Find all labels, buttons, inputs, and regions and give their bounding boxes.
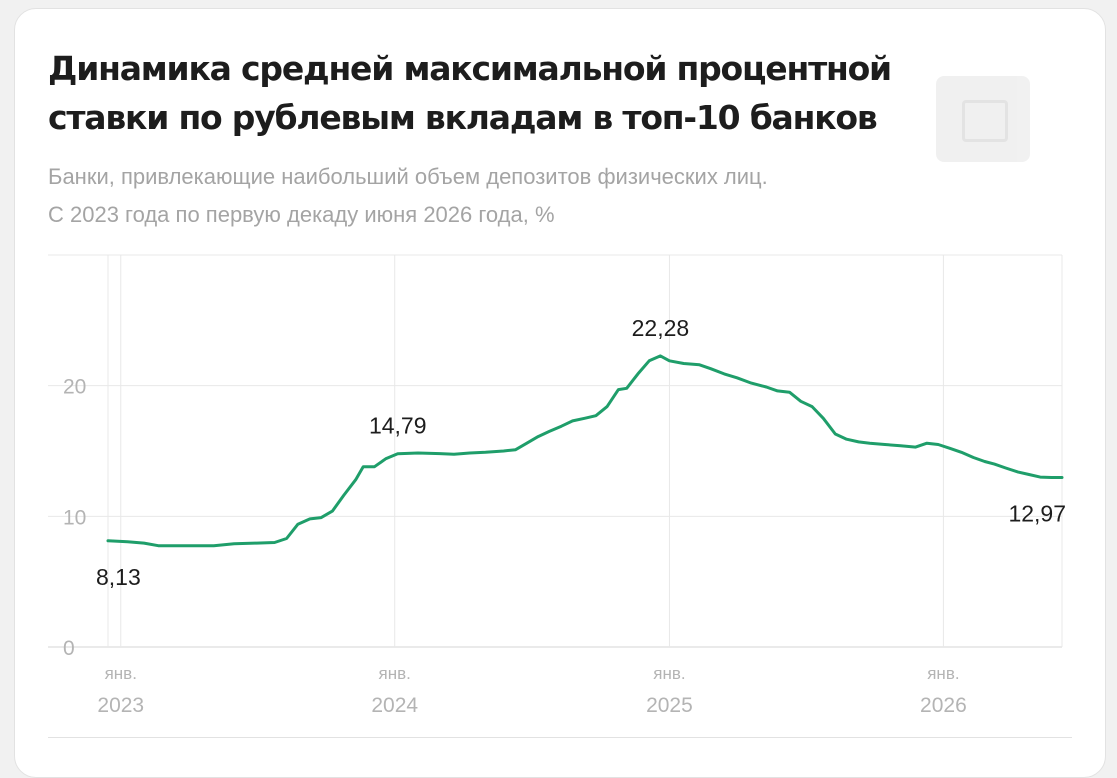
- line-chart: 0 10 20 янв. 2023 янв. 2024 янв. 2025 янв. 2026 8…: [48, 254, 1066, 717]
- chart-subtitle-line-2: С 2023 года по первую декаду июня 2026 г…: [48, 202, 555, 227]
- chart-title-line-1: Динамика средней максимальной процентной: [48, 49, 892, 88]
- watermark-icon: [936, 76, 1030, 162]
- y-tick-label: 0: [63, 637, 75, 660]
- y-tick-label: 20: [63, 376, 86, 399]
- x-tick-year-label: 2025: [646, 694, 693, 717]
- chart-card: [14, 8, 1106, 778]
- x-tick-month-label: янв.: [927, 664, 959, 683]
- chart-subtitle-line-1: Банки, привлекающие наибольший объем деп…: [48, 164, 768, 189]
- data-label: 22,28: [632, 315, 690, 341]
- data-labels: 8,13 14,79 22,28 12,97: [96, 315, 1066, 590]
- data-label: 14,79: [369, 413, 427, 439]
- data-label: 12,97: [1008, 501, 1066, 527]
- series-line: [106, 354, 1064, 548]
- chart-title: Динамика средней максимальной процентной…: [48, 44, 1048, 142]
- chart-series: [106, 354, 1064, 548]
- x-tick-month-label: янв.: [379, 664, 411, 683]
- x-tick-year-label: 2024: [371, 694, 418, 717]
- x-tick-month-label: янв.: [105, 664, 137, 683]
- chart-subtitle: Банки, привлекающие наибольший объем деп…: [48, 158, 1068, 234]
- data-label: 8,13: [96, 564, 141, 590]
- y-tick-label: 10: [63, 506, 86, 529]
- x-tick-month-label: янв.: [653, 664, 685, 683]
- y-axis-ticks: 0 10 20: [63, 376, 86, 660]
- x-tick-year-label: 2023: [97, 694, 144, 717]
- chart-grid: [48, 254, 1063, 648]
- x-tick-year-label: 2026: [920, 694, 967, 717]
- bottom-divider: [48, 737, 1072, 738]
- x-axis-ticks: янв. 2023 янв. 2024 янв. 2025 янв. 2026: [97, 664, 966, 717]
- chart-title-line-2: ставки по рублевым вкладам в топ-10 банк…: [48, 98, 878, 137]
